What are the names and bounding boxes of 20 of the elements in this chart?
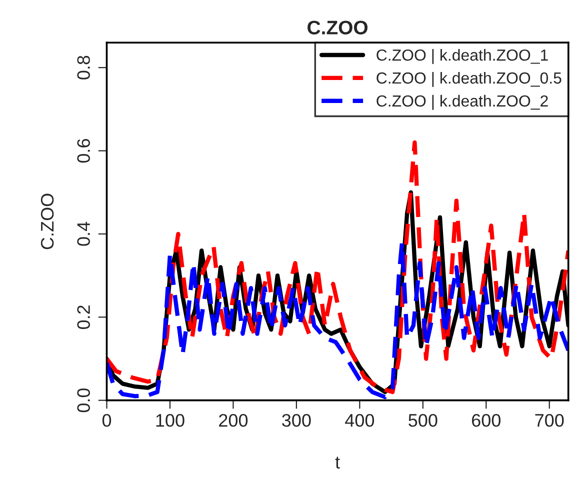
line-series: [106, 140, 568, 394]
y-tick-label: 0.2: [77, 306, 90, 329]
legend-label: C.ZOO | k.death.ZOO_0.5: [376, 72, 562, 87]
legend-label: C.ZOO | k.death.ZOO_1: [376, 49, 548, 64]
y-tick-label: 0.8: [77, 56, 90, 80]
x-tick-label: 400: [345, 414, 374, 427]
y-axis-title: C.ZOO: [40, 194, 54, 250]
y-tick-label: 0.0: [77, 388, 90, 412]
y-tick-label: 0.4: [77, 222, 90, 246]
x-tick-label: 500: [408, 414, 438, 427]
x-tick-label: 300: [282, 414, 311, 427]
x-tick-label: 700: [535, 414, 564, 427]
x-tick-label: 200: [219, 414, 248, 427]
y-tick-label: 0.6: [77, 139, 90, 163]
x-tick-label: 0: [102, 414, 112, 427]
x-axis-title: t: [335, 456, 340, 469]
x-tick-label: 600: [472, 414, 500, 427]
x-tick-label: 100: [156, 414, 184, 427]
chart-title: C.ZOO: [308, 20, 368, 34]
legend-label: C.ZOO | k.death.ZOO_2: [376, 94, 548, 110]
